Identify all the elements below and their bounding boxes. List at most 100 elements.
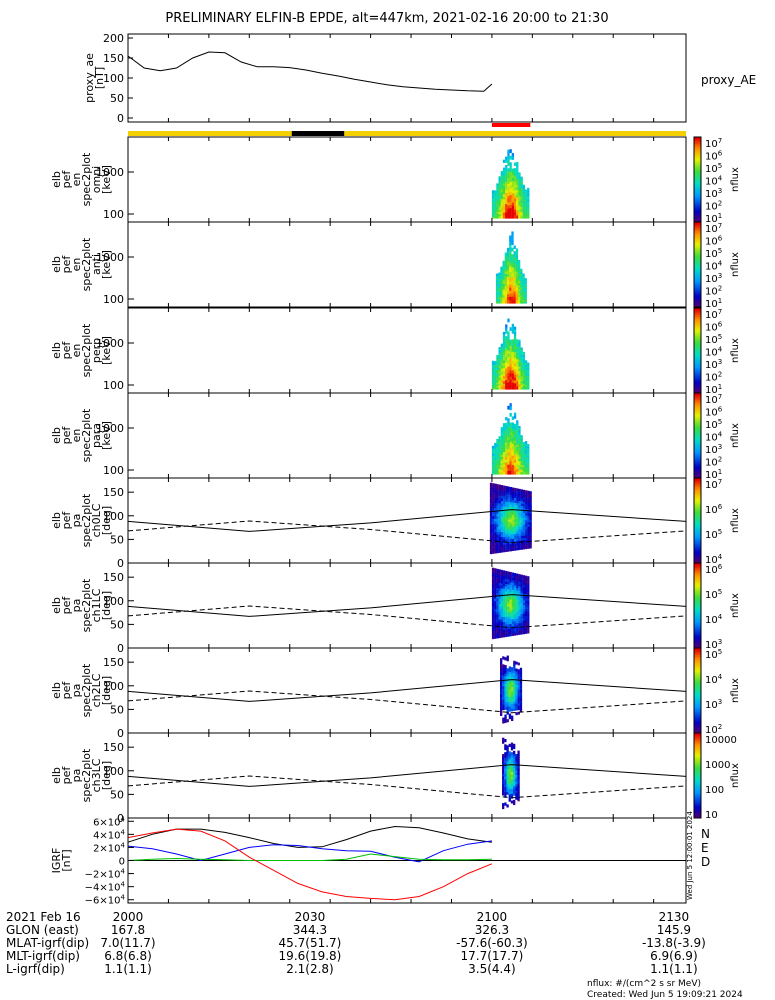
colorbar-segment bbox=[694, 194, 701, 197]
colorbar-segment bbox=[694, 724, 701, 728]
heatmap-cell bbox=[520, 456, 523, 459]
heatmap-cell bbox=[505, 533, 508, 537]
heatmap-cell bbox=[505, 190, 508, 194]
heatmap-cell bbox=[517, 789, 520, 793]
heatmap-cell bbox=[507, 353, 510, 358]
heatmap-cell bbox=[520, 537, 523, 541]
colorbar-segment bbox=[694, 215, 701, 219]
heatmap-cell bbox=[518, 502, 521, 506]
heatmap-cell bbox=[516, 192, 519, 196]
heatmap-cell bbox=[494, 472, 497, 475]
heatmap-cell bbox=[524, 212, 528, 215]
heatmap-cell bbox=[511, 425, 515, 430]
heatmap-cell bbox=[516, 575, 519, 579]
heatmap-cell bbox=[498, 443, 501, 446]
heatmap-cell bbox=[505, 628, 508, 632]
heatmap-cell bbox=[516, 202, 519, 206]
heatmap-cell bbox=[522, 503, 526, 507]
heatmap-cell bbox=[522, 368, 526, 372]
heatmap-cell bbox=[519, 702, 523, 706]
heatmap-cell bbox=[513, 443, 517, 447]
heatmap-cell bbox=[522, 577, 526, 581]
heatmap-cell bbox=[498, 523, 501, 527]
heatmap-cell bbox=[514, 519, 517, 522]
heatmap-cell bbox=[503, 541, 506, 545]
y-axis-label-line: en bbox=[70, 429, 83, 443]
heatmap-cell bbox=[508, 683, 512, 687]
heatmap-cell bbox=[506, 268, 510, 272]
heatmap-cell bbox=[513, 618, 517, 622]
colorbar-tick: 101 bbox=[705, 297, 722, 310]
heatmap-cell bbox=[516, 582, 519, 586]
heatmap-cell bbox=[527, 376, 530, 379]
heatmap-cell bbox=[511, 202, 515, 207]
heatmap-cell bbox=[496, 445, 499, 448]
heatmap-cell bbox=[513, 799, 516, 803]
heatmap-cell bbox=[502, 759, 505, 763]
heatmap-cell bbox=[527, 368, 530, 371]
colorbar-segment bbox=[694, 369, 701, 373]
heatmap-cell bbox=[494, 536, 497, 541]
heatmap-cell bbox=[515, 261, 519, 265]
heatmap-cell bbox=[504, 252, 508, 256]
heatmap-cell bbox=[522, 469, 526, 472]
heatmap-cell bbox=[509, 594, 512, 598]
heatmap-cell bbox=[498, 216, 501, 219]
heatmap-cell bbox=[515, 769, 518, 773]
heatmap-cell bbox=[524, 460, 528, 463]
heatmap-cell bbox=[496, 459, 499, 462]
heatmap-cell bbox=[522, 472, 526, 475]
y-axis-label-line: pef bbox=[60, 511, 73, 530]
heatmap-cell bbox=[511, 521, 515, 525]
heatmap-cell bbox=[507, 418, 510, 422]
heatmap-cell bbox=[505, 347, 508, 352]
heatmap-cell bbox=[507, 376, 510, 380]
heatmap-cell bbox=[511, 696, 514, 700]
heatmap-cell bbox=[517, 787, 520, 791]
heatmap-cell bbox=[505, 488, 508, 492]
heatmap-cell bbox=[500, 211, 504, 215]
heatmap-cell bbox=[491, 470, 495, 473]
heatmap-cell bbox=[514, 528, 517, 532]
colorbar-segment bbox=[694, 262, 701, 265]
heatmap-cell bbox=[508, 678, 512, 682]
heatmap-cell bbox=[519, 709, 523, 712]
heatmap-cell bbox=[500, 595, 504, 599]
heatmap-cell bbox=[513, 767, 516, 771]
heatmap-cell bbox=[513, 781, 516, 785]
heatmap-cell bbox=[491, 376, 495, 379]
heatmap-cell bbox=[506, 247, 510, 252]
heatmap-cell bbox=[508, 756, 511, 760]
heatmap-cell bbox=[517, 702, 520, 706]
heatmap-cell bbox=[500, 611, 504, 615]
heatmap-cell bbox=[518, 523, 521, 527]
colorbar-segment bbox=[694, 514, 701, 517]
heatmap-cell bbox=[514, 523, 517, 527]
heatmap-cell bbox=[524, 281, 527, 284]
heatmap-cell bbox=[527, 189, 530, 192]
heatmap-cell bbox=[513, 693, 516, 697]
heatmap-cell bbox=[519, 672, 523, 675]
heatmap-cell bbox=[507, 155, 510, 160]
heatmap-cell bbox=[508, 673, 512, 677]
heatmap-cell bbox=[500, 541, 504, 545]
heatmap-cell bbox=[518, 193, 521, 196]
heatmap-cell bbox=[511, 299, 514, 304]
heatmap-cell bbox=[513, 412, 517, 416]
heatmap-cell bbox=[500, 192, 504, 196]
heatmap-cell bbox=[522, 611, 526, 614]
heatmap-cell bbox=[524, 468, 528, 471]
heatmap-cell bbox=[524, 366, 528, 369]
heatmap-cell bbox=[494, 486, 497, 490]
heatmap-cell bbox=[496, 197, 499, 200]
colorbar-segment bbox=[694, 633, 701, 636]
heatmap-cell bbox=[510, 761, 514, 765]
heatmap-cell bbox=[492, 520, 495, 525]
heatmap-cell bbox=[522, 626, 526, 630]
heatmap-cell bbox=[519, 704, 523, 708]
heatmap-cell bbox=[520, 533, 523, 536]
heatmap-cell bbox=[524, 377, 528, 380]
heatmap-cell bbox=[494, 451, 497, 454]
heatmap-cell bbox=[509, 348, 512, 353]
heatmap-cell bbox=[511, 339, 515, 344]
